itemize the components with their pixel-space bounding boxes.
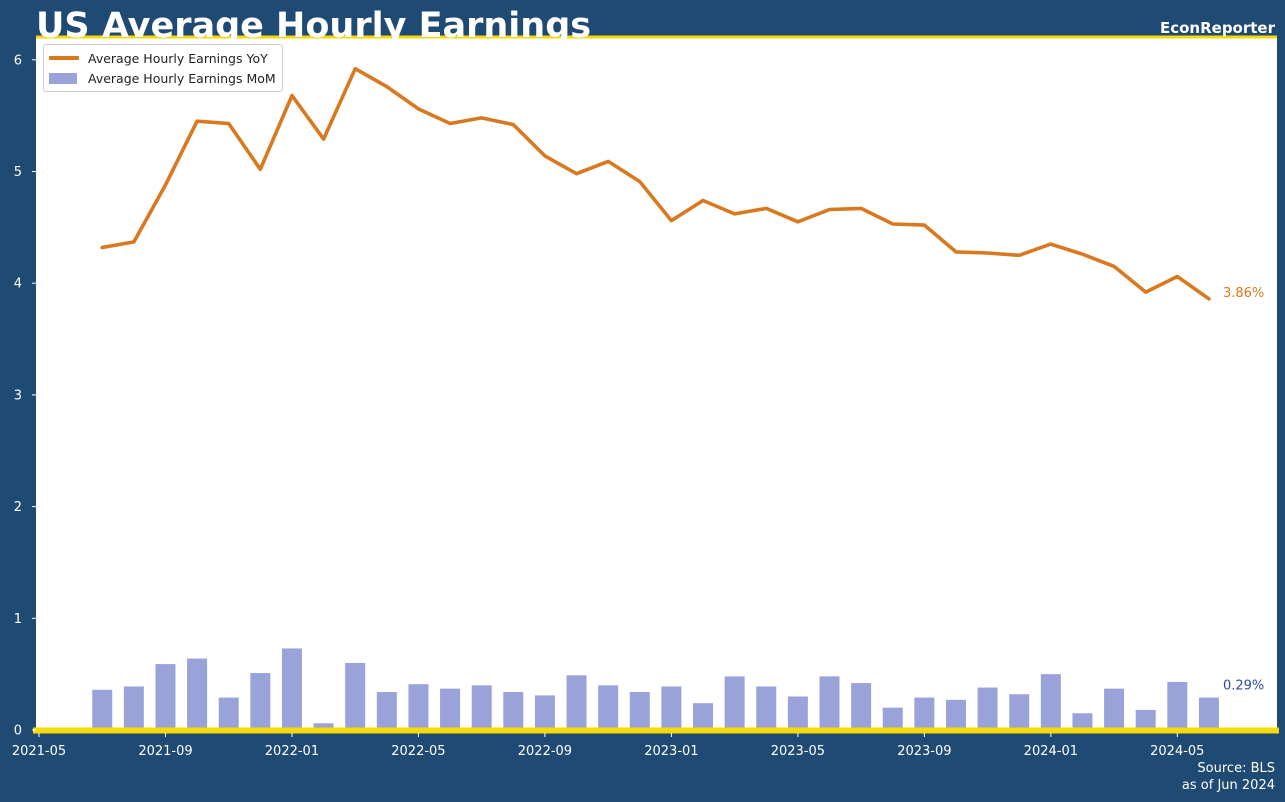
source-text: Source: BLS — [1197, 761, 1275, 776]
mom-bar-2022-08 — [503, 692, 524, 730]
mom-bar-2023-07 — [851, 683, 872, 730]
mom-bar-2022-09 — [534, 695, 555, 730]
x-tick-label-2021-09: 2021-09 — [138, 744, 192, 759]
mom-bar-2021-12 — [250, 673, 271, 730]
yoy-line-layer — [100, 66, 1211, 301]
mom-bar-2023-02 — [693, 703, 714, 730]
x-tick-label-2021-05: 2021-05 — [12, 744, 66, 759]
mom-bar-2023-05 — [787, 696, 808, 730]
x-tick-label-2022-05: 2022-05 — [391, 744, 445, 759]
yoy-end-label: 3.86% — [1223, 286, 1264, 301]
mom-bar-2024-04 — [1135, 709, 1156, 730]
mom-bar-2023-10 — [945, 699, 966, 730]
mom-bar-2023-04 — [756, 686, 777, 730]
source-note: Source: BLS as of Jun 2024 — [1182, 760, 1275, 794]
mom-bar-2022-01 — [281, 648, 302, 730]
legend-label-yoy: Average Hourly Earnings YoY — [88, 50, 268, 66]
mom-bar-2024-01 — [1040, 674, 1061, 730]
as-of-text: as of Jun 2024 — [1181, 778, 1275, 793]
mom-bar-2022-07 — [471, 685, 492, 730]
mom-bar-2024-03 — [1104, 688, 1125, 730]
mom-bar-2022-10 — [566, 675, 587, 730]
mom-bar-2023-11 — [977, 687, 998, 730]
mom-bar-2023-12 — [1009, 694, 1030, 730]
mom-bar-2023-09 — [914, 697, 935, 730]
mom-bar-2021-07 — [92, 689, 113, 730]
y-tick-label-6: 6 — [14, 53, 22, 68]
mom-bar-2022-04 — [376, 692, 397, 730]
mom-bar-2023-08 — [882, 707, 903, 730]
mom-bar-2021-09 — [155, 664, 176, 730]
legend: Average Hourly Earnings YoY Average Hour… — [43, 44, 283, 92]
x-tick-label-2023-09: 2023-09 — [897, 744, 951, 759]
mom-bar-2024-05 — [1167, 681, 1188, 730]
x-tick-label-2024-01: 2024-01 — [1024, 744, 1078, 759]
mom-bar-2021-08 — [123, 686, 144, 730]
x-tick-label-2023-05: 2023-05 — [771, 744, 825, 759]
mom-bar-2022-02 — [313, 723, 334, 730]
x-tick-label-2023-01: 2023-01 — [644, 744, 698, 759]
x-axis: 2021-05 2021-09 2022-01 2022-05 2022-09 2023-… — [12, 733, 1204, 759]
legend-swatch-mom — [49, 72, 77, 84]
mom-bar-2022-03 — [345, 662, 366, 730]
end-labels: 3.86% 0.29% — [1223, 286, 1264, 694]
mom-bar-2022-12 — [629, 692, 650, 730]
mom-bar-2021-10 — [187, 658, 208, 730]
x-tick-label-2022-01: 2022-01 — [265, 744, 319, 759]
legend-label-mom: Average Hourly Earnings MoM — [88, 70, 276, 86]
y-tick-label-0: 0 — [14, 724, 22, 739]
y-tick-label-1: 1 — [14, 612, 22, 627]
mom-bar-2022-06 — [440, 688, 461, 730]
mom-bar-2024-06 — [1198, 697, 1219, 730]
mom-bar-2024-02 — [1072, 713, 1093, 730]
y-tick-label-2: 2 — [14, 500, 22, 515]
mom-bar-2023-06 — [819, 676, 840, 730]
legend-item-mom: Average Hourly Earnings MoM — [49, 68, 276, 88]
y-tick-label-5: 5 — [14, 165, 22, 180]
x-tick-label-2022-09: 2022-09 — [518, 744, 572, 759]
mom-bar-2023-03 — [724, 676, 745, 730]
x-tick-label-2024-05: 2024-05 — [1150, 744, 1204, 759]
legend-swatch-yoy — [49, 56, 79, 60]
mom-end-label: 0.29% — [1223, 679, 1264, 694]
mom-bar-2023-01 — [661, 686, 682, 730]
legend-item-yoy: Average Hourly Earnings YoY — [49, 48, 276, 68]
mom-bar-2022-11 — [598, 685, 619, 730]
mom-bar-2021-11 — [218, 697, 239, 730]
y-tick-label-3: 3 — [14, 388, 22, 403]
plot-area — [36, 38, 1277, 731]
mom-bars — [92, 648, 1219, 730]
page-title: US Average Hourly Earnings — [36, 6, 592, 46]
brand-name: EconReporter — [1159, 19, 1275, 37]
y-tick-label-4: 4 — [14, 277, 22, 292]
mom-bar-2022-05 — [408, 684, 429, 730]
y-axis: 0 1 2 3 4 5 6 — [14, 53, 36, 739]
yoy-line — [100, 66, 1211, 301]
